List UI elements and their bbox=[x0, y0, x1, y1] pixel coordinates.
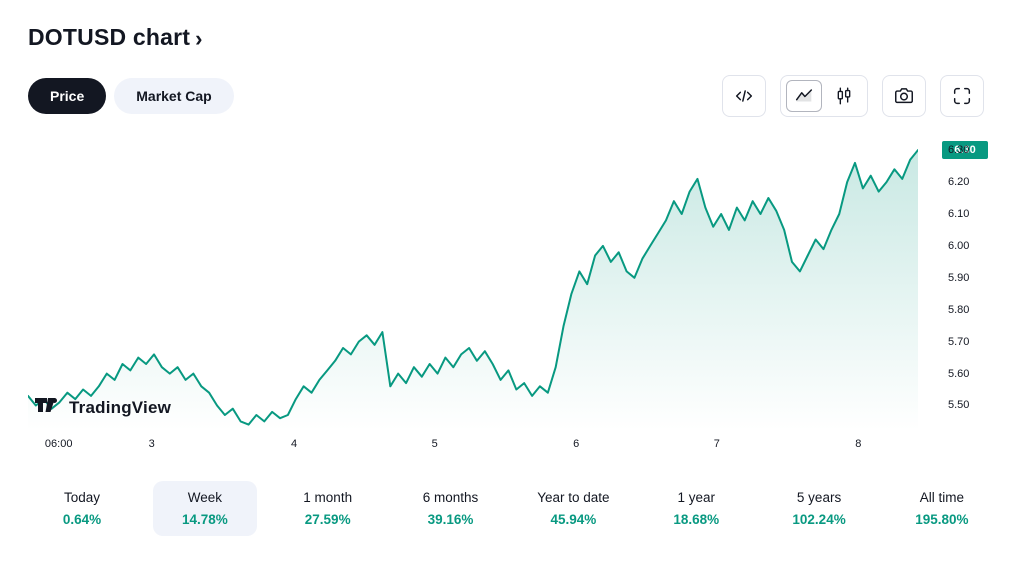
last-price-badge: 6.30 bbox=[942, 141, 988, 160]
page-title: DOTUSD chart bbox=[28, 24, 191, 50]
candlestick-chart-icon bbox=[833, 85, 855, 107]
area-chart-button[interactable] bbox=[786, 80, 822, 112]
market-cap-toggle-button[interactable]: Market Cap bbox=[114, 78, 234, 114]
period-label: Today bbox=[63, 490, 101, 505]
price-marketcap-toggle: Price Market Cap bbox=[28, 78, 234, 114]
period-label: 1 year bbox=[677, 490, 715, 505]
x-axis-tick: 4 bbox=[291, 438, 298, 450]
period-selector: Today 0.64% Week 14.78% 1 month 27.59% 6… bbox=[0, 481, 1024, 536]
period-1-year[interactable]: 1 year 18.68% bbox=[644, 481, 748, 536]
y-axis-tick: 5.60 bbox=[948, 367, 970, 380]
fullscreen-button[interactable] bbox=[940, 75, 984, 117]
period-all-time[interactable]: All time 195.80% bbox=[890, 481, 994, 536]
period-label: 1 month bbox=[303, 490, 353, 505]
area-chart-icon bbox=[793, 85, 815, 107]
price-area-chart[interactable]: 6.30 6.30 6.20 6.10 6.00 5.90 5.80 5.70 5.60 5.5… bbox=[28, 131, 1024, 431]
x-axis-tick: 6 bbox=[573, 438, 580, 450]
period-value: 27.59% bbox=[304, 512, 351, 527]
y-axis-tick: 6.20 bbox=[948, 176, 970, 189]
price-line bbox=[28, 150, 918, 425]
period-week[interactable]: Week 14.78% bbox=[152, 481, 257, 536]
period-label: 5 years bbox=[796, 490, 842, 505]
period-label: Year to date bbox=[537, 490, 610, 505]
chart-plot-area[interactable] bbox=[28, 131, 918, 431]
period-6-months[interactable]: 6 months 39.16% bbox=[399, 481, 503, 536]
chart-toolbar bbox=[722, 75, 984, 117]
code-icon bbox=[733, 85, 755, 107]
period-1-month[interactable]: 1 month 27.59% bbox=[276, 481, 380, 536]
chart-svg bbox=[28, 131, 918, 431]
chevron-right-icon[interactable]: › bbox=[195, 25, 203, 51]
y-axis-tick: 5.90 bbox=[948, 271, 970, 284]
candlestick-chart-button[interactable] bbox=[826, 80, 862, 112]
period-value: 18.68% bbox=[673, 512, 720, 527]
tradingview-logo[interactable]: TradingView bbox=[34, 394, 171, 421]
period-value: 45.94% bbox=[550, 512, 597, 527]
time-scale[interactable]: 06:00 3 4 5 6 7 8 bbox=[28, 435, 918, 457]
x-axis-tick: 06:00 bbox=[44, 438, 73, 450]
y-axis-tick: 5.70 bbox=[948, 335, 970, 348]
y-axis-tick: 5.80 bbox=[948, 303, 970, 316]
tradingview-logo-text: TradingView bbox=[69, 397, 172, 417]
area-fill bbox=[28, 150, 918, 431]
chart-type-switcher bbox=[780, 75, 868, 117]
x-axis-tick: 5 bbox=[431, 438, 438, 450]
y-axis-tick: 5.50 bbox=[948, 399, 970, 412]
x-axis-tick: 8 bbox=[855, 438, 862, 450]
header: DOTUSD chart › bbox=[0, 24, 1024, 51]
period-value: 195.80% bbox=[915, 512, 969, 527]
period-5-years[interactable]: 5 years 102.24% bbox=[767, 481, 871, 536]
period-value: 39.16% bbox=[427, 512, 474, 527]
screenshot-button[interactable] bbox=[882, 75, 926, 117]
period-label: All time bbox=[919, 490, 965, 505]
price-scale[interactable]: 6.30 6.30 6.20 6.10 6.00 5.90 5.80 5.70 5.60 5.5… bbox=[924, 131, 1024, 431]
period-label: 6 months bbox=[422, 490, 479, 505]
y-axis-tick: 6.00 bbox=[948, 239, 970, 252]
period-value: 0.64% bbox=[62, 512, 102, 527]
controls-row: Price Market Cap bbox=[0, 75, 1024, 117]
camera-icon bbox=[893, 85, 915, 107]
y-axis-tick: 6.30 bbox=[948, 144, 970, 157]
period-value: 102.24% bbox=[792, 512, 846, 527]
period-value: 14.78% bbox=[181, 512, 228, 527]
x-axis-tick: 3 bbox=[148, 438, 155, 450]
period-label: Week bbox=[187, 490, 222, 505]
price-toggle-button[interactable]: Price bbox=[28, 78, 107, 114]
code-button[interactable] bbox=[722, 75, 766, 117]
x-axis-tick: 7 bbox=[713, 438, 720, 450]
fullscreen-icon bbox=[951, 85, 973, 107]
tradingview-logo-icon bbox=[34, 394, 62, 421]
y-axis-tick: 6.10 bbox=[948, 207, 970, 220]
period-today[interactable]: Today 0.64% bbox=[30, 481, 134, 536]
period-year-to-date[interactable]: Year to date 45.94% bbox=[521, 481, 625, 536]
